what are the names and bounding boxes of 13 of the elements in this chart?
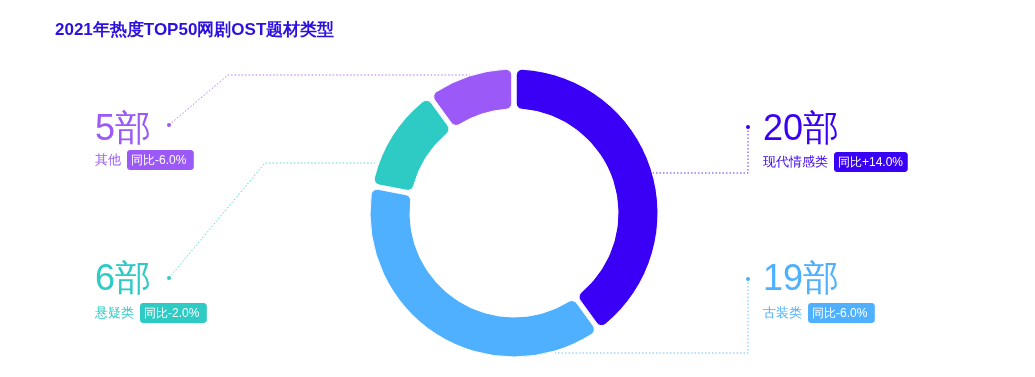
data-label: 6部: [95, 257, 152, 298]
chart-title: 2021年热度TOP50网剧OST题材类型: [55, 20, 335, 39]
text: 同比-6.0%: [812, 306, 868, 320]
slice-label: 悬疑类: [94, 305, 134, 320]
data-label: 5部: [95, 107, 152, 148]
text: 同比-6.0%: [131, 153, 187, 167]
data-label: 20部: [763, 107, 840, 148]
text: 同比-2.0%: [144, 306, 200, 320]
slice-label: 现代情感类: [763, 154, 828, 169]
data-label: 19部: [763, 257, 840, 298]
slice-label: 其他: [95, 152, 121, 167]
text: 同比+14.0%: [838, 155, 904, 169]
slice-label: 古装类: [763, 305, 802, 320]
